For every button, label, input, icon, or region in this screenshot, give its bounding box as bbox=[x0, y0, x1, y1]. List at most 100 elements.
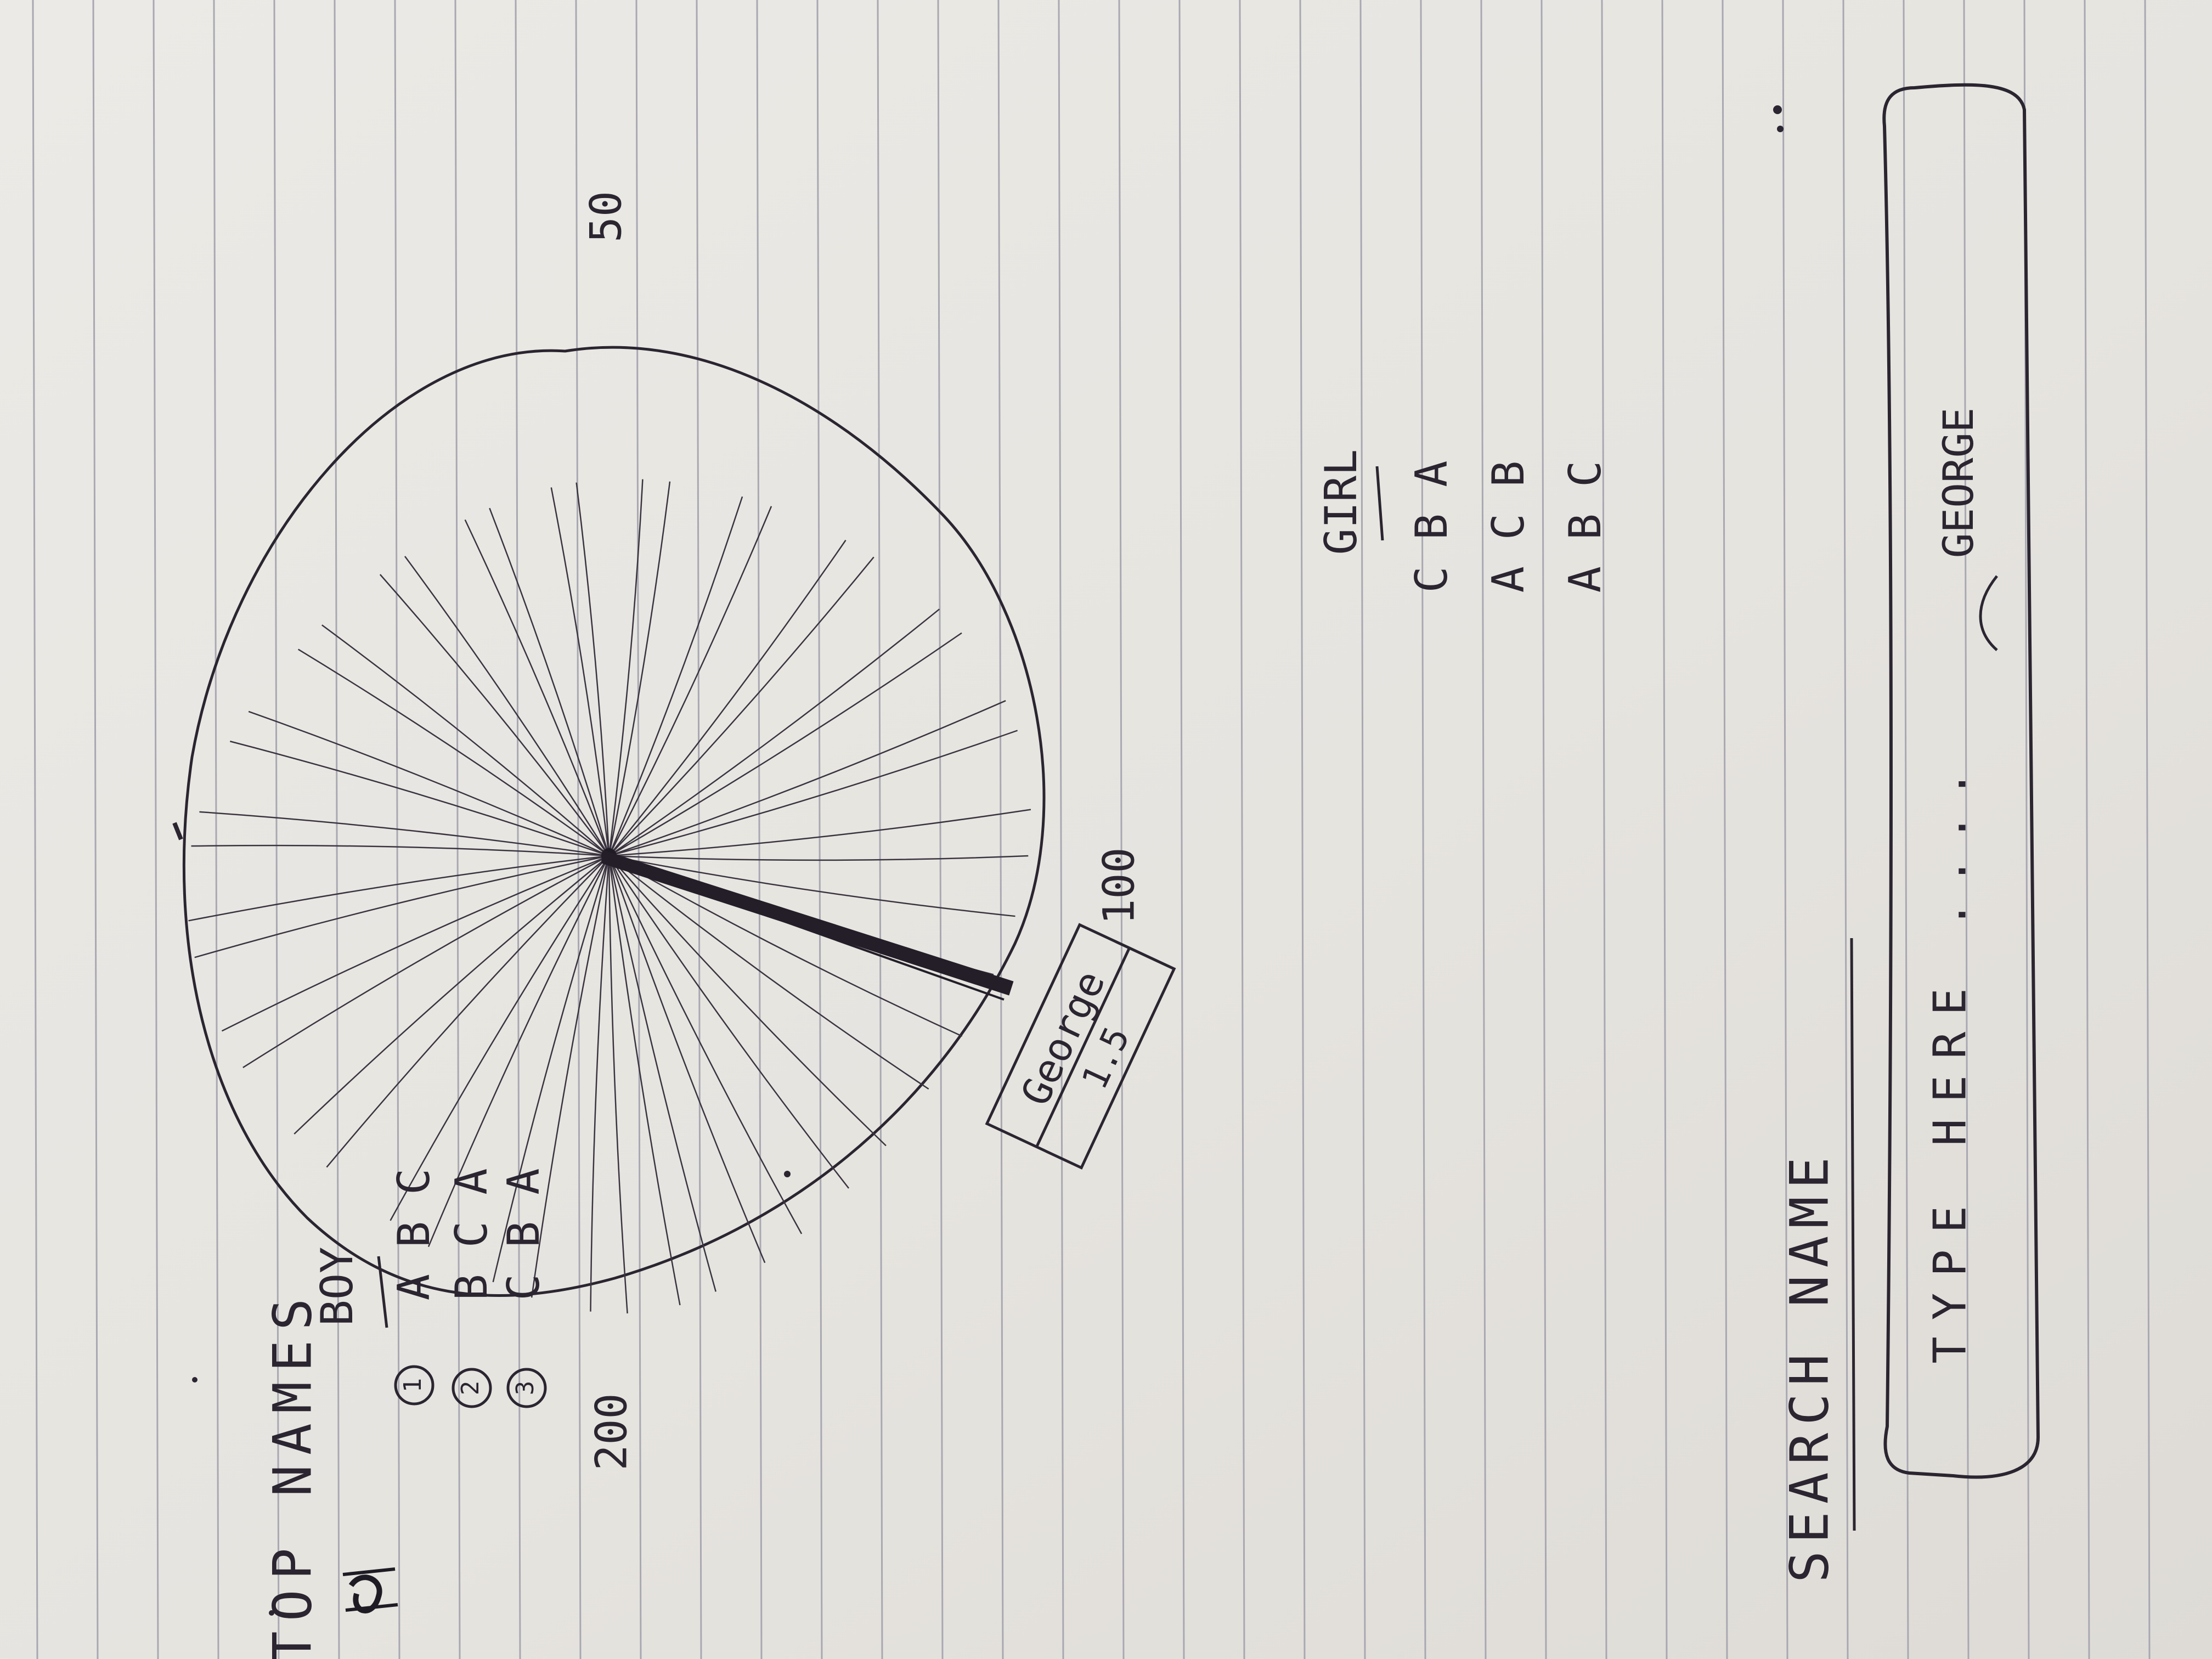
ruled-line bbox=[334, 0, 340, 1659]
svg-text:C B A: C B A bbox=[498, 1169, 549, 1301]
dial-spoke bbox=[194, 855, 610, 958]
svg-text:B C A: B C A bbox=[446, 1169, 497, 1301]
dial-spoke bbox=[608, 608, 940, 857]
ruled-line bbox=[696, 0, 702, 1659]
ruled-line bbox=[153, 0, 159, 1659]
dial-spoke bbox=[608, 809, 1031, 857]
dial-spoke bbox=[188, 855, 610, 922]
ruled-line bbox=[273, 0, 280, 1659]
dial-spokes bbox=[188, 479, 1031, 1314]
scale-label-200: 200 bbox=[587, 1393, 636, 1471]
boy-name-1: A B C bbox=[388, 1169, 439, 1301]
dial-top-tick bbox=[172, 822, 183, 840]
ruled-line bbox=[1782, 0, 1788, 1659]
dial-spoke bbox=[575, 482, 610, 856]
dial-spoke bbox=[608, 700, 1006, 857]
ruled-line bbox=[1299, 0, 1306, 1659]
dial-spoke bbox=[550, 487, 610, 856]
ruled-line bbox=[756, 0, 763, 1659]
ruled-line bbox=[635, 0, 642, 1659]
ruled-line bbox=[454, 0, 461, 1659]
dial-spoke bbox=[608, 496, 743, 856]
ruled-line bbox=[1903, 0, 1909, 1659]
svg-text:BOY: BOY bbox=[312, 1247, 363, 1327]
dial-spoke bbox=[608, 730, 1018, 857]
dial-spoke bbox=[608, 855, 1029, 861]
svg-text:C B A: C B A bbox=[1406, 461, 1457, 593]
dial-spoke bbox=[390, 855, 610, 1221]
dial-spoke bbox=[404, 556, 610, 856]
search-input[interactable] bbox=[1882, 83, 2040, 1479]
dial-spoke bbox=[608, 855, 929, 1090]
dial-spoke bbox=[379, 574, 610, 856]
dial-spoke bbox=[608, 855, 803, 1234]
svg-text:SEARCH NAME: SEARCH NAME bbox=[1779, 1149, 1840, 1583]
ruled-line bbox=[1239, 0, 1245, 1659]
boy-name-3: C B A bbox=[498, 1169, 549, 1301]
girl-header: GIRL bbox=[1316, 449, 1367, 555]
dial-spoke bbox=[321, 624, 610, 856]
search-label: SEARCH NAME bbox=[1779, 1149, 1840, 1583]
dial-spoke bbox=[229, 741, 610, 857]
boy-header-underline bbox=[377, 1256, 388, 1328]
svg-text:A B C: A B C bbox=[388, 1169, 439, 1301]
svg-text:GEORGE: GEORGE bbox=[1934, 408, 1983, 558]
example-bracket bbox=[1979, 575, 1998, 651]
dial-spoke bbox=[531, 855, 610, 1298]
dial-spoke bbox=[608, 855, 1015, 917]
ruled-line bbox=[816, 0, 823, 1659]
svg-text:GIRL: GIRL bbox=[1316, 449, 1367, 555]
search-label-underline bbox=[1850, 938, 1856, 1531]
dial-spoke bbox=[326, 855, 610, 1168]
dial-spoke bbox=[427, 855, 610, 1248]
ruled-line bbox=[1963, 0, 1970, 1659]
dial-spoke bbox=[608, 855, 963, 1037]
ruled-line bbox=[1722, 0, 1728, 1659]
ruled-line bbox=[937, 0, 944, 1659]
dial-spoke bbox=[608, 855, 887, 1147]
search-placeholder: TYPE HERE .... bbox=[1924, 754, 1976, 1363]
ruled-line bbox=[2084, 0, 2090, 1659]
ruled-line bbox=[1118, 0, 1125, 1659]
dial-spoke bbox=[464, 519, 610, 856]
dial-spoke bbox=[608, 855, 681, 1306]
dial-spoke bbox=[590, 855, 610, 1312]
rank-number: 1 bbox=[399, 1378, 427, 1393]
svg-text:TYPE HERE ....: TYPE HERE .... bbox=[1924, 754, 1976, 1363]
dial-spoke bbox=[221, 855, 610, 1032]
rank-row-2: 2 B C A A C B bbox=[446, 461, 1534, 1408]
dial-spoke bbox=[608, 855, 716, 1292]
ruled-line bbox=[1178, 0, 1185, 1659]
dial-spoke bbox=[492, 855, 610, 1283]
dial-spoke bbox=[191, 844, 610, 857]
girl-name-3: A B C bbox=[1560, 461, 1611, 593]
ruled-line bbox=[1480, 0, 1487, 1659]
dial-spoke bbox=[608, 556, 874, 856]
dial-spoke bbox=[608, 481, 671, 856]
girl-name-1: C B A bbox=[1406, 461, 1457, 593]
boy-name-2: B C A bbox=[446, 1169, 497, 1301]
dial-spoke bbox=[489, 507, 610, 856]
dial-spoke bbox=[608, 855, 628, 1314]
ruled-line bbox=[1601, 0, 1607, 1659]
rank-row-3: 3 C B A A B C bbox=[498, 461, 1611, 1408]
dial-gauge bbox=[172, 346, 1046, 1314]
svg-text:A C B: A C B bbox=[1483, 461, 1534, 593]
svg-text:100: 100 bbox=[1094, 848, 1144, 925]
dial-spoke bbox=[199, 811, 610, 857]
dial-spoke bbox=[608, 506, 772, 856]
dial-spoke bbox=[294, 855, 610, 1135]
girl-name-2: A C B bbox=[1483, 461, 1534, 593]
girl-header-underline bbox=[1375, 466, 1384, 541]
ruled-line bbox=[1541, 0, 1547, 1659]
ruled-line bbox=[1842, 0, 1849, 1659]
ruled-line bbox=[1420, 0, 1426, 1659]
dial-outline bbox=[182, 346, 1046, 1297]
ruled-line bbox=[1661, 0, 1668, 1659]
dial-pointer bbox=[601, 850, 1014, 996]
dial-spoke bbox=[608, 539, 847, 856]
ruled-line bbox=[515, 0, 521, 1659]
ruled-line bbox=[92, 0, 99, 1659]
